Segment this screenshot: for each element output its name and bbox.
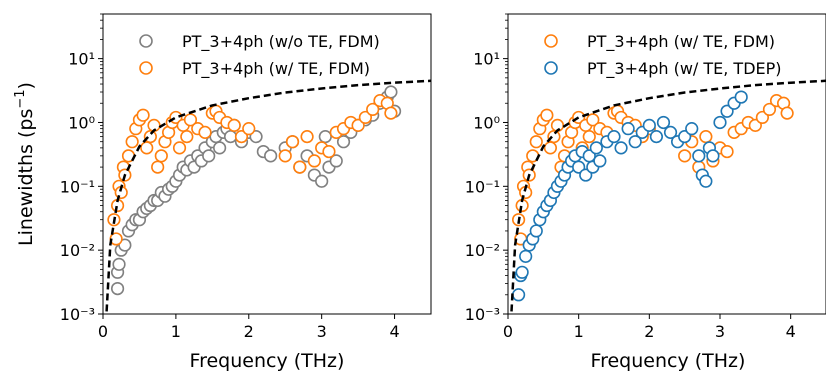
data-point (735, 91, 747, 103)
y-tick-label: 10¹ (473, 50, 500, 69)
data-point (615, 142, 627, 154)
plot-area (107, 81, 431, 312)
legend-label: PT_3+4ph (w/ TE, TDEP) (587, 59, 782, 79)
x-tick-label: 1 (171, 322, 181, 341)
x-tick-label: 1 (574, 322, 584, 341)
data-point (721, 146, 733, 158)
data-point (644, 120, 656, 132)
series-0 (513, 95, 793, 245)
data-point (700, 175, 712, 187)
data-point (203, 150, 215, 162)
data-point (199, 127, 211, 139)
x-axis-label: Frequency (THz) (591, 350, 746, 372)
y-tick-label: 10⁻³ (60, 305, 95, 324)
data-point (243, 123, 255, 135)
y-tick-label: 10⁻¹ (60, 177, 95, 196)
data-point (287, 136, 299, 148)
series-0 (112, 86, 401, 294)
data-point (294, 161, 306, 173)
data-point (385, 86, 397, 98)
data-point (265, 150, 277, 162)
y-tick-label: 10⁰ (68, 113, 95, 132)
data-point (323, 146, 335, 158)
data-point (608, 131, 620, 143)
right-panel: 0 1 2 3 4 Frequency (THz) 10⁻³ 10⁻² 10⁻¹ 10⁰ 10¹ PT… (465, 14, 826, 372)
data-point (112, 283, 124, 295)
y-tick-label: 10⁻² (60, 241, 95, 260)
legend-marker (545, 62, 557, 74)
data-point (583, 131, 595, 143)
data-point (622, 123, 634, 135)
data-point (126, 136, 138, 148)
data-point (316, 175, 328, 187)
data-point (113, 259, 125, 271)
legend-marker (545, 35, 557, 47)
data-point (530, 136, 542, 148)
data-point (591, 142, 603, 154)
data-point (228, 120, 240, 132)
x-tick-label: 3 (715, 322, 725, 341)
legend-label: PT_3+4ph (w/ TE, FDM) (587, 32, 775, 52)
y-tick-label: 10⁻³ (465, 305, 500, 324)
data-point (545, 142, 557, 154)
data-point (530, 225, 542, 237)
legend: PT_3+4ph (w/ TE, FDM) PT_3+4ph (w/ TE, TD… (545, 32, 782, 79)
data-point (301, 131, 313, 143)
x-tick-label: 4 (389, 322, 399, 341)
x-tick-label: 4 (786, 322, 796, 341)
data-point (700, 131, 712, 143)
y-tick-label: 10⁰ (473, 113, 500, 132)
y-tick-label: 10¹ (68, 50, 95, 69)
data-point (541, 109, 553, 121)
data-point (781, 107, 793, 119)
data-point (181, 131, 193, 143)
y-axis-label: Linewidths (ps−1) (13, 82, 37, 246)
x-tick-label: 3 (317, 322, 327, 341)
data-point (513, 289, 525, 301)
x-tick-label: 2 (244, 322, 254, 341)
y-tick-label: 10⁻¹ (465, 177, 500, 196)
data-point (686, 123, 698, 135)
y-tick-label: 10⁻² (465, 241, 500, 260)
data-point (594, 155, 606, 167)
plot-area (512, 81, 826, 312)
legend-label: PT_3+4ph (w/o TE, FDM) (182, 32, 380, 52)
data-point (141, 142, 153, 154)
data-point (152, 161, 164, 173)
x-axis-label: Frequency (THz) (190, 350, 345, 372)
data-point (679, 150, 691, 162)
x-tick-label: 0 (98, 322, 108, 341)
data-point (214, 142, 226, 154)
data-point (520, 251, 532, 263)
legend: PT_3+4ph (w/o TE, FDM) PT_3+4ph (w/ TE, F… (140, 32, 380, 79)
x-tick-label: 2 (644, 322, 654, 341)
data-point (320, 131, 332, 143)
data-point (693, 150, 705, 162)
x-tick-label: 0 (503, 322, 513, 341)
data-point (714, 117, 726, 129)
series-1 (108, 95, 397, 245)
data-point (137, 109, 149, 121)
legend-label: PT_3+4ph (w/ TE, FDM) (182, 59, 370, 79)
data-point (651, 131, 663, 143)
data-point (385, 107, 397, 119)
data-point (225, 131, 237, 143)
legend-marker (140, 35, 152, 47)
data-point (309, 155, 321, 167)
data-point (156, 150, 168, 162)
data-point (279, 150, 291, 162)
legend-marker (140, 62, 152, 74)
data-point (707, 150, 719, 162)
data-point (174, 142, 186, 154)
left-panel: 0 1 2 3 4 Frequency (THz) 10⁻³ 10⁻² 10⁻¹ 10⁰ 10¹ PT… (60, 14, 431, 372)
data-point (516, 266, 528, 278)
